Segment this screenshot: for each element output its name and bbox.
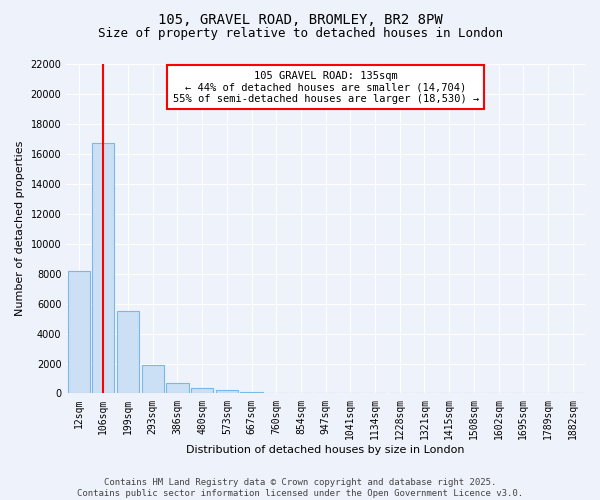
Bar: [68, 270, 90, 394]
Bar: [117, 311, 139, 394]
Text: 105, GRAVEL ROAD, BROMLEY, BR2 8PW: 105, GRAVEL ROAD, BROMLEY, BR2 8PW: [158, 12, 442, 26]
Bar: [241, 392, 263, 394]
Bar: [191, 388, 213, 394]
Y-axis label: Number of detached properties: Number of detached properties: [15, 141, 25, 316]
Bar: [216, 390, 238, 394]
Text: Size of property relative to detached houses in London: Size of property relative to detached ho…: [97, 28, 503, 40]
Text: Contains HM Land Registry data © Crown copyright and database right 2025.
Contai: Contains HM Land Registry data © Crown c…: [77, 478, 523, 498]
Bar: [166, 383, 188, 394]
Bar: [290, 393, 312, 394]
Bar: [265, 392, 287, 394]
X-axis label: Distribution of detached houses by size in London: Distribution of detached houses by size …: [187, 445, 465, 455]
Text: 105 GRAVEL ROAD: 135sqm
← 44% of detached houses are smaller (14,704)
55% of sem: 105 GRAVEL ROAD: 135sqm ← 44% of detache…: [173, 70, 479, 104]
Bar: [142, 365, 164, 394]
Bar: [92, 144, 115, 394]
